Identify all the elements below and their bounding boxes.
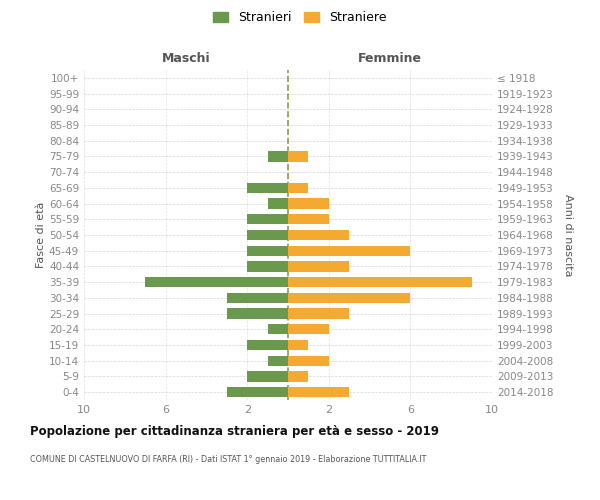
- Bar: [288, 152, 308, 162]
- Bar: [288, 246, 410, 256]
- Text: Femmine: Femmine: [358, 52, 422, 65]
- Text: COMUNE DI CASTELNUOVO DI FARFA (RI) - Dati ISTAT 1° gennaio 2019 - Elaborazione : COMUNE DI CASTELNUOVO DI FARFA (RI) - Da…: [30, 455, 427, 464]
- Bar: [288, 387, 349, 397]
- Bar: [288, 198, 329, 208]
- Bar: [288, 324, 329, 334]
- Bar: [288, 230, 349, 240]
- Bar: [288, 214, 329, 224]
- Text: Popolazione per cittadinanza straniera per età e sesso - 2019: Popolazione per cittadinanza straniera p…: [30, 425, 439, 438]
- Bar: [268, 152, 288, 162]
- Bar: [288, 182, 308, 193]
- Y-axis label: Anni di nascita: Anni di nascita: [563, 194, 573, 276]
- Bar: [227, 292, 288, 303]
- Bar: [268, 356, 288, 366]
- Bar: [247, 262, 288, 272]
- Bar: [268, 198, 288, 208]
- Legend: Stranieri, Straniere: Stranieri, Straniere: [208, 6, 392, 29]
- Bar: [247, 214, 288, 224]
- Text: Maschi: Maschi: [161, 52, 211, 65]
- Bar: [288, 372, 308, 382]
- Bar: [227, 308, 288, 318]
- Y-axis label: Fasce di età: Fasce di età: [36, 202, 46, 268]
- Bar: [247, 372, 288, 382]
- Bar: [288, 262, 349, 272]
- Bar: [288, 277, 472, 287]
- Bar: [145, 277, 288, 287]
- Bar: [247, 246, 288, 256]
- Bar: [227, 387, 288, 397]
- Bar: [288, 308, 349, 318]
- Bar: [268, 324, 288, 334]
- Bar: [288, 356, 329, 366]
- Bar: [247, 230, 288, 240]
- Bar: [247, 182, 288, 193]
- Bar: [247, 340, 288, 350]
- Bar: [288, 340, 308, 350]
- Bar: [288, 292, 410, 303]
